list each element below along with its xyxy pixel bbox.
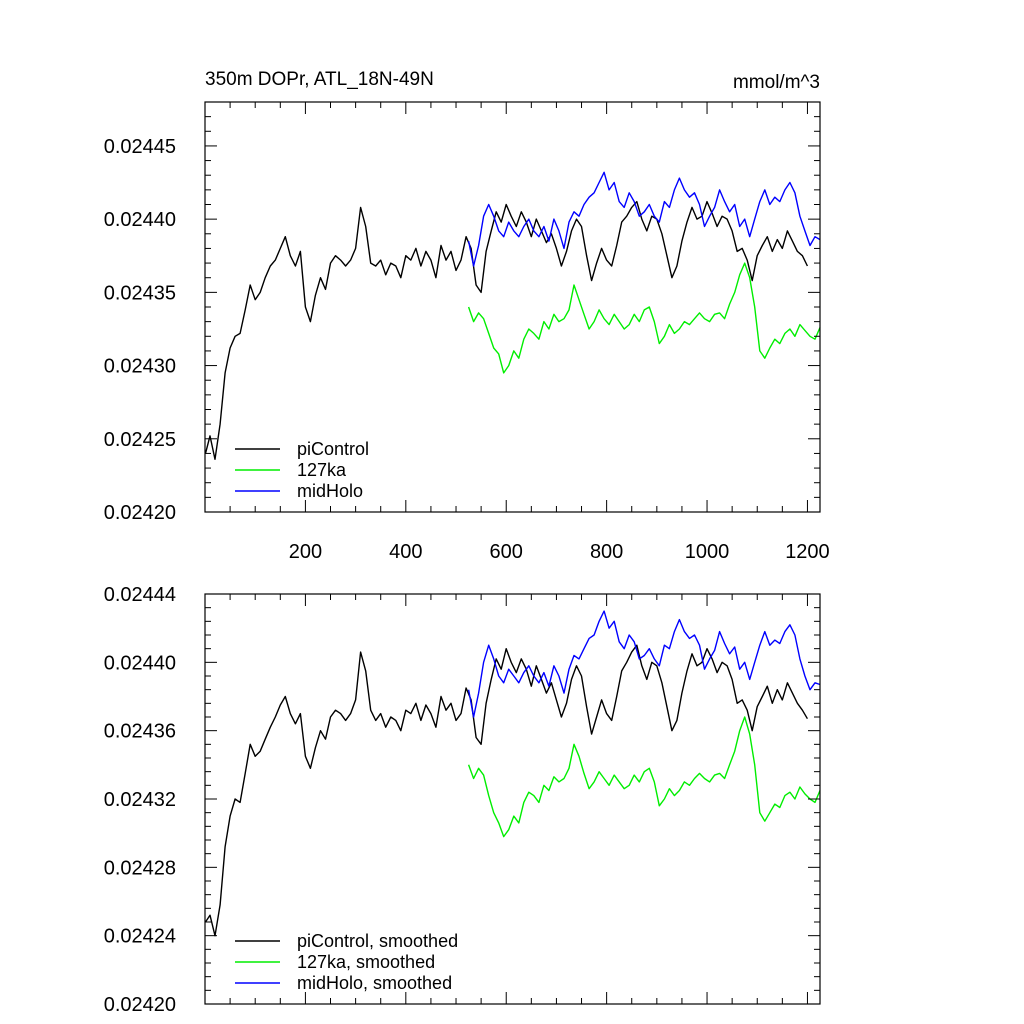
series-line-midholo [467,171,821,267]
y-tick-label: 0.02435 [104,282,176,304]
y-tick-label: 0.02425 [104,429,176,451]
y-tick-label: 0.02420 [104,994,176,1016]
legend-label: 127ka, smoothed [297,952,435,972]
legend-label: piControl [297,439,369,459]
legend-label: midHolo [297,481,363,501]
y-tick-label: 0.02430 [104,356,176,378]
y-tick-label: 0.02440 [104,652,176,674]
panel-top: 200 400 600 800 1000 1200 0.02420 0.02425 0.0243… [104,101,830,563]
chart-title: 350m DOPr, ATL_18N-49N [205,69,434,90]
y-tick-label: 0.02444 [104,584,176,606]
series-line-picontrol-smoothed [204,644,809,937]
x-tick-label: 1000 [685,541,730,563]
x-tick-label: 400 [389,541,422,563]
y-tick-label: 0.02432 [104,789,176,811]
panel-bottom: 0.02420 0.02424 0.02428 0.02432 0.02436 0.024… [104,584,821,1016]
legend-label: 127ka [297,460,347,480]
legend-label: piControl, smoothed [297,931,458,951]
series-line-127ka [467,262,821,374]
x-tick-label: 600 [490,541,523,563]
y-tick-label: 0.02440 [104,209,176,231]
series-line-midholo-smoothed [467,610,821,718]
series-line-picontrol [204,200,809,460]
y-tick-label: 0.02445 [104,136,176,158]
y-tick-label: 0.02436 [104,721,176,743]
x-tick-label: 200 [289,541,322,563]
x-tick-label: 800 [590,541,623,563]
y-tick-label: 0.02420 [104,502,176,524]
legend-label: midHolo, smoothed [297,973,452,993]
y-tick-label: 0.02424 [104,926,176,948]
y-tick-label: 0.02428 [104,857,176,879]
series-line-127ka-smoothed [467,716,821,838]
x-tick-label: 1200 [785,541,830,563]
units-label: mmol/m^3 [733,72,820,93]
